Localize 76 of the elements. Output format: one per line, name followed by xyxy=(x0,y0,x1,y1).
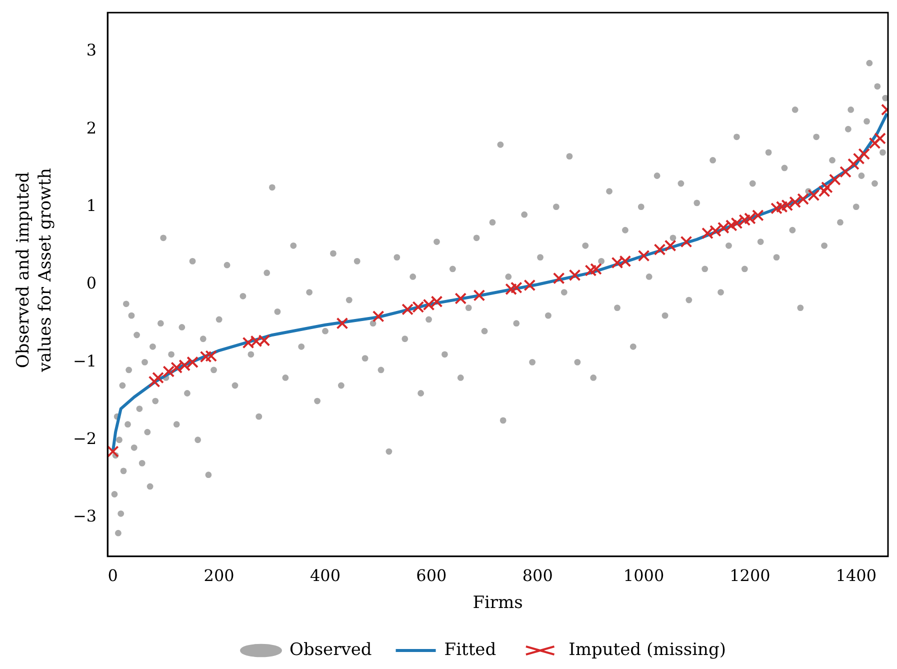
point xyxy=(108,446,119,458)
point xyxy=(654,244,666,256)
point xyxy=(638,250,650,262)
point xyxy=(205,350,218,362)
point xyxy=(868,137,881,150)
point xyxy=(611,256,624,269)
legend-label: Observed xyxy=(290,640,372,660)
point xyxy=(664,240,676,252)
legend-label: Imputed (missing) xyxy=(568,640,726,660)
x-tick-label: 1000 xyxy=(623,566,664,586)
point xyxy=(336,317,348,330)
point xyxy=(717,222,730,234)
y-tick-label: −3 xyxy=(72,506,97,526)
y-tick-label: 2 xyxy=(86,118,97,138)
point xyxy=(473,289,486,302)
point xyxy=(730,217,743,230)
point xyxy=(162,366,175,378)
point xyxy=(584,264,597,276)
point xyxy=(752,209,764,222)
point xyxy=(738,214,751,226)
point xyxy=(821,181,833,194)
y-tick-label: −2 xyxy=(72,429,97,448)
point xyxy=(170,362,183,374)
x-tick-label: 1400 xyxy=(836,566,877,586)
point xyxy=(524,279,536,292)
point xyxy=(242,336,254,349)
point xyxy=(402,303,414,316)
point xyxy=(200,350,212,363)
legend-label: Fitted xyxy=(444,640,496,660)
point xyxy=(725,220,738,232)
point xyxy=(148,376,160,388)
x-tick-label: 200 xyxy=(204,566,234,586)
point xyxy=(258,334,270,346)
point xyxy=(874,132,886,144)
point xyxy=(852,152,865,165)
point xyxy=(848,158,860,170)
point xyxy=(770,202,782,214)
point xyxy=(510,282,522,294)
point xyxy=(776,200,788,213)
point xyxy=(552,272,565,284)
point xyxy=(430,296,443,308)
point xyxy=(808,189,820,202)
point xyxy=(858,148,870,160)
point xyxy=(828,174,841,186)
x-tick-label: 400 xyxy=(310,566,341,586)
y-axis-title: Observed and imputed values for Asset growth xyxy=(12,167,56,374)
x-tick-label: 1200 xyxy=(730,566,770,586)
x-tick-label: 600 xyxy=(416,566,447,586)
point xyxy=(412,301,424,313)
y-tick-label: 0 xyxy=(86,274,97,293)
x-axis-title: Firms xyxy=(472,593,523,614)
x-tick-label: 800 xyxy=(522,566,553,586)
point xyxy=(422,298,435,311)
point xyxy=(372,310,384,322)
point xyxy=(568,269,581,282)
point xyxy=(152,372,164,384)
point xyxy=(840,166,852,178)
y-tick-label: 1 xyxy=(86,196,97,215)
y-tick-label: −1 xyxy=(72,351,97,370)
point xyxy=(781,199,794,212)
point xyxy=(178,359,191,372)
point xyxy=(619,255,632,268)
point xyxy=(250,335,262,348)
point xyxy=(797,193,810,205)
point xyxy=(680,236,692,248)
point xyxy=(702,227,714,240)
point xyxy=(710,224,722,237)
point xyxy=(590,263,602,275)
point xyxy=(744,212,756,224)
point xyxy=(454,292,467,304)
x-tick-label: 0 xyxy=(108,566,118,586)
point xyxy=(505,283,518,296)
point xyxy=(789,196,802,208)
point xyxy=(186,356,198,368)
point xyxy=(818,185,830,198)
y-tick-label: 3 xyxy=(86,40,97,60)
